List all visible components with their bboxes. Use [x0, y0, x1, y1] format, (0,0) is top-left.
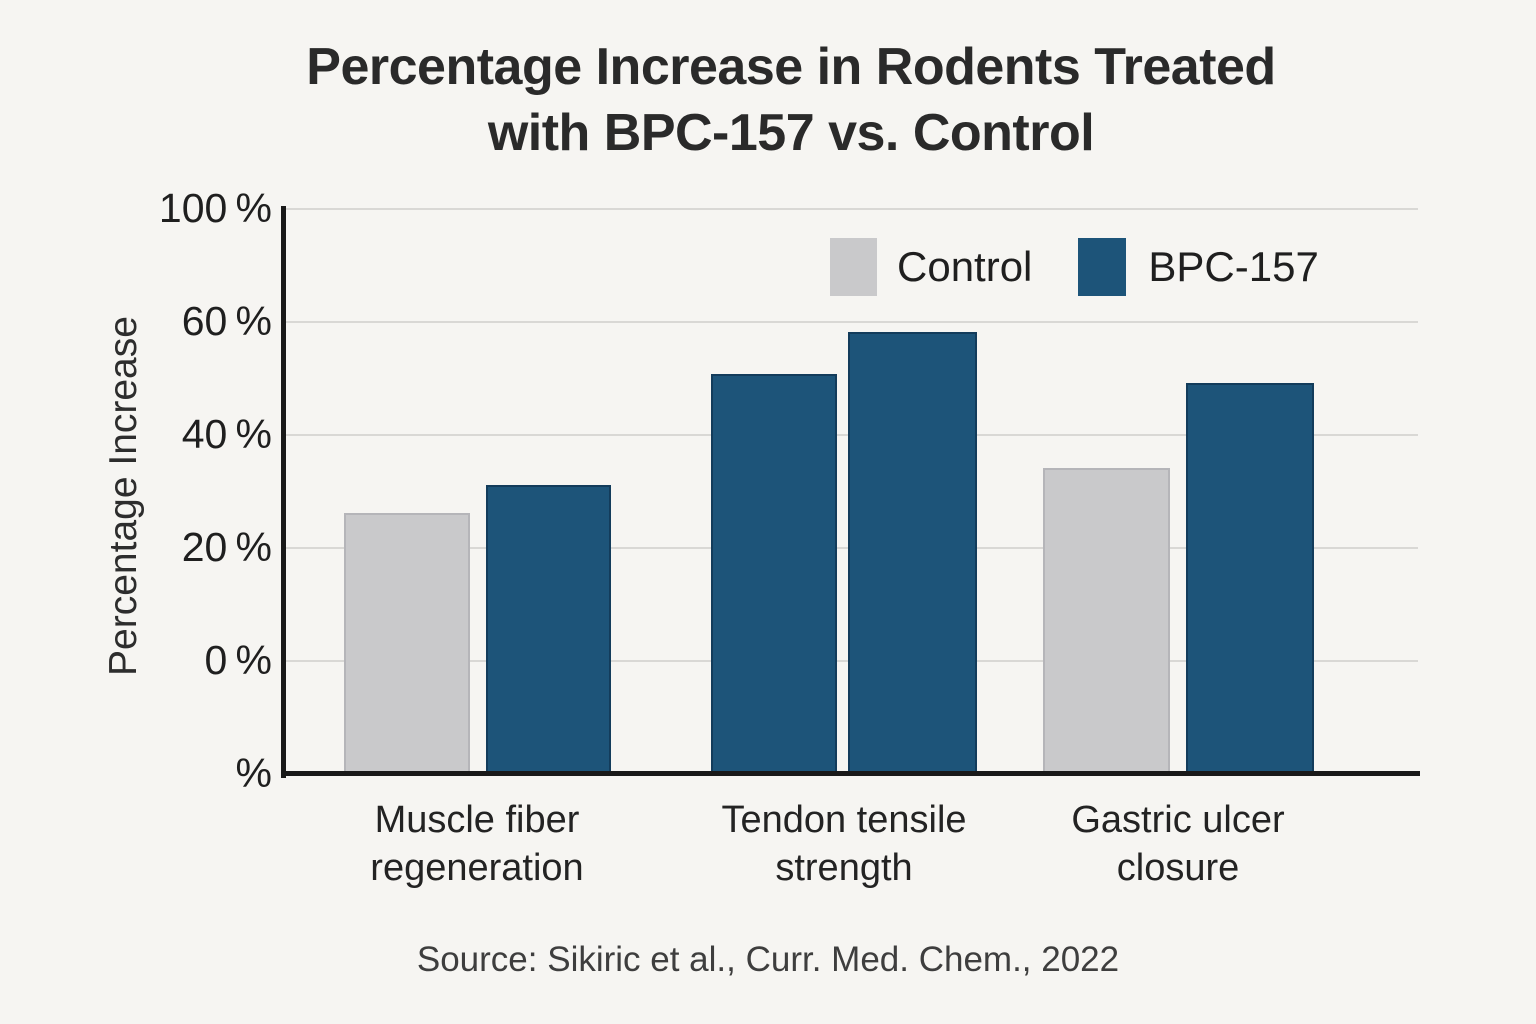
bar-bpc-157-group2: [848, 332, 977, 773]
x-category-label: Gastric ulcer closure: [1071, 799, 1285, 889]
legend-label-control: Control: [897, 243, 1033, 290]
source-note: Source: Sikiric et al., Curr. Med. Chem.…: [416, 940, 1120, 979]
y-axis-line: [281, 206, 286, 778]
chart-title-line2: with BPC-157 vs. Control: [487, 104, 1095, 162]
y-tick-label: 20 %: [181, 524, 272, 570]
x-category-label: Muscle fiber regeneration: [370, 799, 584, 889]
legend: Control BPC-157: [830, 237, 1319, 297]
bar-control-group1: [344, 513, 470, 773]
legend-label-bpc-157: BPC-157: [1148, 243, 1319, 290]
y-tick-label: 40 %: [181, 411, 272, 457]
chart-title-line1: Percentage Increase in Rodents Treated: [306, 38, 1276, 96]
y-axis-label: Percentage Increase: [102, 316, 145, 676]
plot-area: [283, 208, 1418, 773]
bar-control-group2: [711, 374, 837, 773]
x-category-label: Tendon tensile strength: [721, 799, 967, 889]
chart-title: Percentage Increase in Rodents Treated w…: [0, 34, 1536, 166]
legend-swatch-bpc-157: [1078, 238, 1127, 296]
bar-bpc-157-group1: [486, 485, 611, 773]
legend-swatch-control: [830, 238, 877, 296]
gridline: [283, 208, 1418, 210]
y-tick-label: 0 %: [204, 637, 272, 683]
y-tick-label: 60 %: [181, 298, 272, 344]
y-tick-label: 100 %: [158, 185, 272, 231]
x-axis-line: [281, 771, 1420, 776]
bar-bpc-157-group3: [1186, 383, 1314, 773]
gridline: [283, 321, 1418, 323]
bar-control-group3: [1043, 468, 1170, 773]
y-tick-label: %: [235, 750, 272, 796]
